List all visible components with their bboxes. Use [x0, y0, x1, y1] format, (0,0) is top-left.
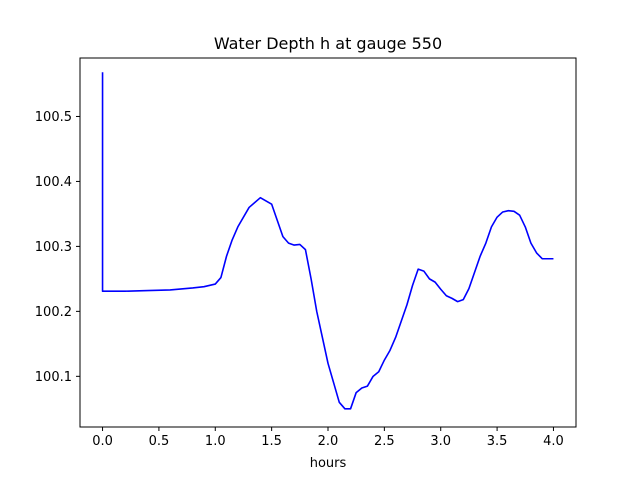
x-tick-label: 0.5 [149, 434, 170, 449]
y-tick-label: 100.1 [35, 370, 72, 385]
y-tick-label: 100.3 [35, 240, 72, 255]
chart-title: Water Depth h at gauge 550 [214, 34, 442, 53]
axes-frame [79, 57, 577, 428]
x-tick-label: 3.5 [487, 434, 508, 449]
x-tick-label: 1.0 [205, 434, 226, 449]
x-axis-label: hours [310, 456, 347, 471]
x-tick-label: 4.0 [543, 434, 564, 449]
y-tick-label: 100.5 [35, 110, 72, 125]
series-line-0 [101, 72, 554, 410]
x-tick-label: 0.0 [92, 434, 113, 449]
x-tick-label: 2.0 [318, 434, 339, 449]
x-axis-ticks: 0.0 0.5 1.0 1.5 2.0 2.5 3.0 3.5 4.0 [92, 427, 564, 449]
y-tick-label: 100.2 [35, 305, 72, 320]
plot-area [101, 72, 554, 410]
x-tick-label: 1.5 [261, 434, 282, 449]
x-tick-label: 3.0 [430, 434, 451, 449]
y-axis-ticks: 100.1 100.2 100.3 100.4 100.5 [35, 110, 80, 385]
x-tick-label: 2.5 [374, 434, 395, 449]
y-tick-label: 100.4 [35, 175, 72, 190]
